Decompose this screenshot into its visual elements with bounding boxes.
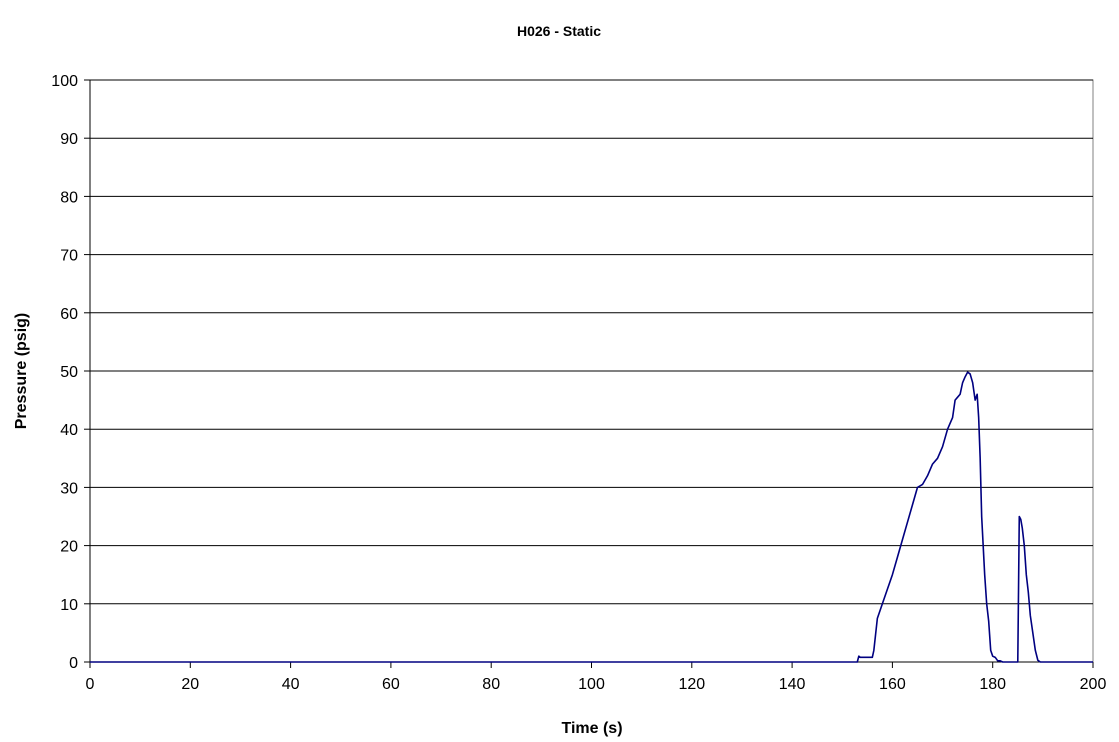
- y-tick-label: 0: [69, 655, 78, 672]
- pressure-series-line: [90, 371, 1093, 663]
- y-tick-label: 60: [60, 306, 78, 323]
- series-layer: [90, 371, 1093, 663]
- x-tick-label: 200: [1080, 676, 1107, 693]
- y-tick-label: 30: [60, 480, 78, 497]
- y-axis-label: Pressure (psig): [13, 313, 30, 429]
- y-tick-label: 90: [60, 131, 78, 148]
- x-tick-label: 60: [382, 676, 400, 693]
- gridlines: [90, 79, 1093, 605]
- x-tick-label: 40: [282, 676, 300, 693]
- y-tick-label: 80: [60, 189, 78, 206]
- x-tick-label: 20: [181, 676, 199, 693]
- x-tick-label: 140: [779, 676, 806, 693]
- x-tick-label: 180: [979, 676, 1006, 693]
- chart-title: H026 - Static: [517, 23, 601, 39]
- y-tick-label: 20: [60, 539, 78, 556]
- axes: 0 10 20 30 40 50 60 70 80 90 100 0 20 40 60 80 100 120 140…: [51, 73, 1106, 693]
- y-tick-label: 70: [60, 248, 78, 265]
- x-axis-label: Time (s): [561, 720, 622, 737]
- y-tick-label: 40: [60, 422, 78, 439]
- x-tick-label: 160: [879, 676, 906, 693]
- x-tick-label: 100: [578, 676, 605, 693]
- x-tick-label: 120: [678, 676, 705, 693]
- y-tick-label: 50: [60, 364, 78, 381]
- x-tick-label: 0: [86, 676, 95, 693]
- y-tick-label: 10: [60, 597, 78, 614]
- y-tick-label: 100: [51, 73, 78, 90]
- x-tick-label: 80: [482, 676, 500, 693]
